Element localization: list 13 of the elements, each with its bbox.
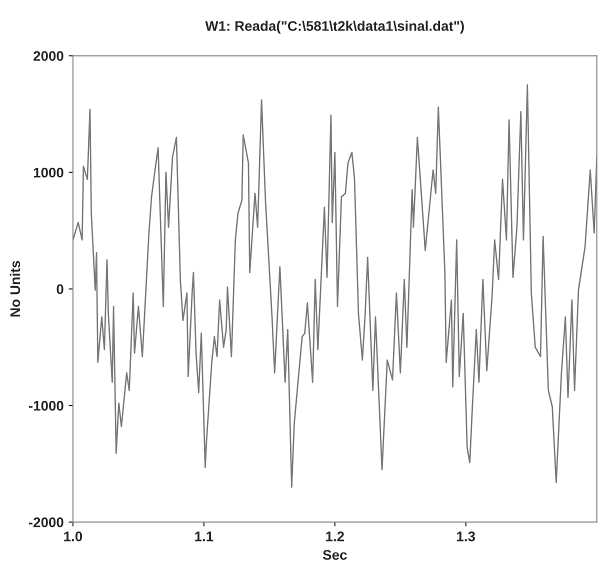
y-tick-label: 2000	[34, 51, 64, 61]
x-tick-label: 1.3	[457, 531, 475, 542]
x-axis-title: Sec	[322, 550, 347, 560]
line-series	[72, 84, 597, 488]
y-tick-label: 1000	[34, 168, 64, 178]
y-tick-label: -2000	[28, 517, 64, 528]
x-tick-label: 1.2	[326, 531, 344, 542]
chart-title: W1: Reada("C:\581\t2k\data1\sinal.dat")	[205, 20, 464, 34]
x-tick-label: 1.1	[195, 532, 214, 542]
x-tick-label: 1.0	[64, 531, 82, 542]
y-tick-label: 0	[56, 284, 64, 294]
y-tick-label: -1000	[28, 400, 64, 411]
y-axis-title: No Units	[10, 260, 20, 317]
